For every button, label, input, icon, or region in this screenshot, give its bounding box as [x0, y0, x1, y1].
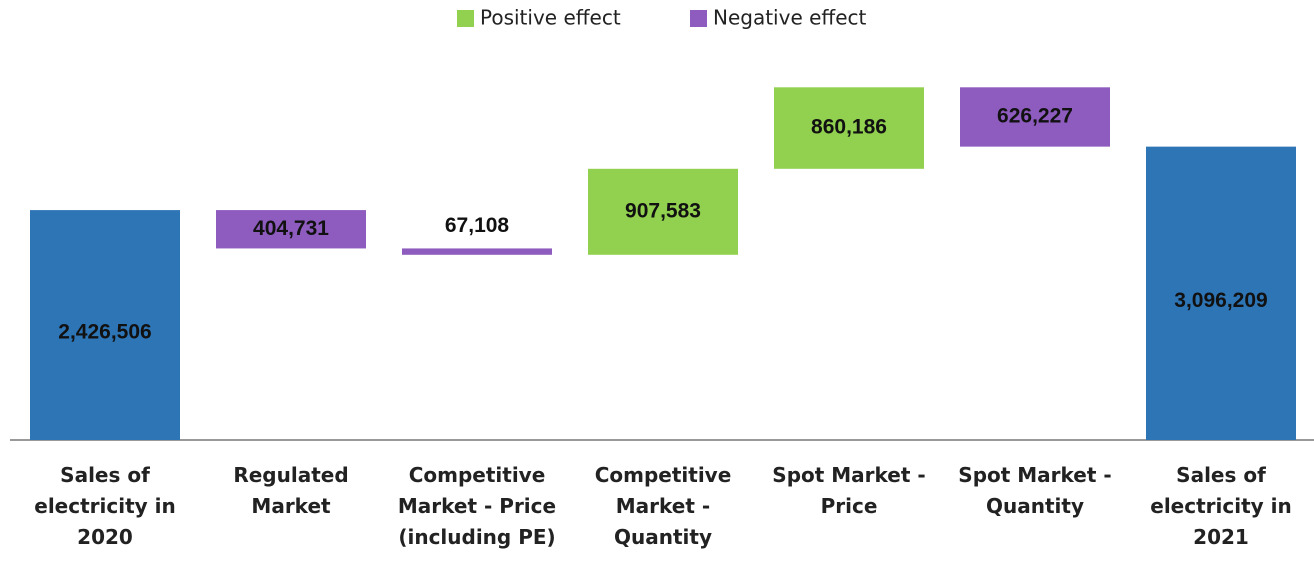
category-line: Spot Market -: [772, 463, 925, 487]
category-line: Quantity: [614, 525, 712, 549]
value-label: 907,583: [625, 199, 701, 222]
category-label: Spot Market - Quantity: [958, 463, 1111, 518]
category-line: Spot Market -: [958, 463, 1111, 487]
value-label: 67,108: [445, 214, 510, 237]
category-line: Competitive: [409, 463, 546, 487]
value-label: 3,096,209: [1174, 289, 1267, 312]
bar: [774, 87, 924, 169]
value-label: 404,731: [253, 217, 329, 240]
category-line: (including PE): [398, 525, 555, 549]
category-label: Sales of electricity in 2020: [34, 463, 175, 549]
bar: [960, 87, 1110, 147]
value-label: 860,186: [811, 116, 887, 139]
bar: [402, 248, 552, 255]
category-line: Sales of: [60, 463, 150, 487]
value-label: 626,227: [997, 105, 1073, 128]
bar: [30, 210, 180, 440]
bar: [1146, 146, 1296, 440]
category-label: Competitive Market - Price (including PE): [398, 463, 556, 549]
legend-label: Positive effect: [480, 6, 621, 30]
legend-label: Negative effect: [713, 6, 866, 30]
category-line: Market - Price: [398, 494, 556, 518]
category-line: Sales of: [1176, 463, 1266, 487]
bar: [588, 168, 738, 255]
legend-swatch: [457, 10, 474, 27]
category-line: Market: [251, 494, 331, 518]
category-label: Sales of electricity in 2021: [1150, 463, 1291, 549]
legend-swatch: [690, 10, 707, 27]
category-label: Regulated Market: [233, 463, 348, 518]
value-label: 2,426,506: [58, 321, 151, 344]
category-line: electricity in: [34, 494, 175, 518]
category-line: electricity in: [1150, 494, 1291, 518]
category-line: 2021: [1193, 525, 1249, 549]
category-line: Market -: [616, 494, 710, 518]
category-line: Competitive: [595, 463, 732, 487]
category-line: Regulated: [233, 463, 348, 487]
bar: [216, 210, 366, 249]
category-line: 2020: [77, 525, 133, 549]
category-label: Spot Market - Price: [772, 463, 925, 518]
category-label: Competitive Market - Quantity: [595, 463, 732, 549]
category-line: Quantity: [986, 494, 1084, 518]
category-line: Price: [821, 494, 878, 518]
